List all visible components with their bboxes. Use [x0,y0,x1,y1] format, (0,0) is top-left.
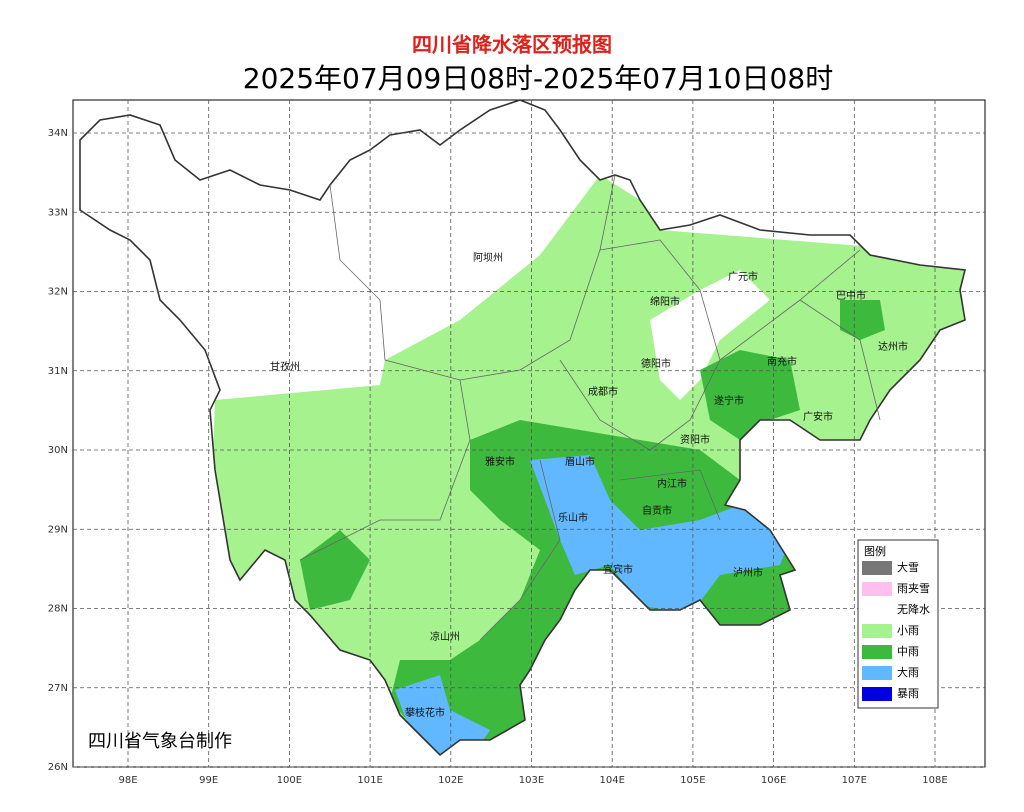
lon-label: 99E [199,775,218,786]
region-label: 雅安市 [485,455,515,468]
region-label: 德阳市 [641,357,671,370]
region-label: 眉山市 [565,455,595,468]
lat-label: 33N [48,207,68,218]
region-label: 凉山州 [430,630,460,643]
legend-label: 暴雨 [897,687,919,700]
region-label: 巴中市 [836,289,866,302]
region-label: 广元市 [728,270,758,283]
lon-label: 98E [118,775,137,786]
region-label: 乐山市 [558,511,588,524]
lat-label: 28N [48,604,68,615]
legend-swatch [862,561,892,575]
legend-label: 大雪 [897,560,919,574]
region-label: 遂宁市 [714,394,744,407]
axis-labels: 98E 99E 100E 101E 102E 103E 104E 105E 106E 107E 10… [48,128,948,786]
lon-label: 101E [357,775,382,786]
map-title: 四川省降水落区预报图 [412,33,612,57]
legend-label: 小雨 [897,624,919,637]
lon-label: 100E [277,775,302,786]
lon-label: 105E [680,775,705,786]
lon-label: 108E [922,775,947,786]
lat-label: 31N [48,366,68,377]
region-label: 广安市 [803,410,833,423]
lat-label: 32N [48,287,68,298]
legend-swatch [862,645,892,659]
region-label: 达州市 [878,340,908,353]
lon-label: 102E [438,775,463,786]
lon-label: 104E [599,775,624,786]
region-label: 南充市 [767,355,797,368]
region-label: 宜宾市 [603,563,633,576]
legend-swatch [862,582,892,596]
legend-swatch [862,666,892,680]
region-label: 阿坝州 [473,252,503,264]
region-label: 绵阳市 [650,295,680,308]
region-label: 自贡市 [642,504,672,517]
region-label: 攀枝花市 [405,706,445,719]
region-label: 泸州市 [733,566,763,579]
region-label: 资阳市 [680,433,710,446]
region-label: 内江市 [657,477,687,490]
legend-label: 大雨 [897,665,919,679]
lon-label: 106E [761,775,786,786]
legend-swatch [862,687,892,701]
map-subtitle: 2025年07月09日08时-2025年07月10日08时 [243,62,833,95]
legend-title: 图例 [864,544,886,558]
lat-label: 29N [48,524,68,535]
lon-label: 107E [842,775,867,786]
legend-label: 中雨 [897,645,919,658]
lat-label: 34N [48,128,68,139]
lat-label: 30N [48,445,68,456]
legend-swatch [862,603,892,617]
legend-label: 无降水 [897,602,930,616]
legend-label: 雨夹雪 [897,582,930,595]
lon-label: 103E [519,775,544,786]
region-label: 成都市 [588,385,618,398]
credit: 四川省气象台制作 [88,731,232,752]
lat-label: 27N [48,683,68,694]
prefecture-borders [299,174,881,641]
lat-label: 26N [48,762,68,773]
legend-swatch [862,624,892,638]
region-label: 甘孜州 [270,360,300,373]
